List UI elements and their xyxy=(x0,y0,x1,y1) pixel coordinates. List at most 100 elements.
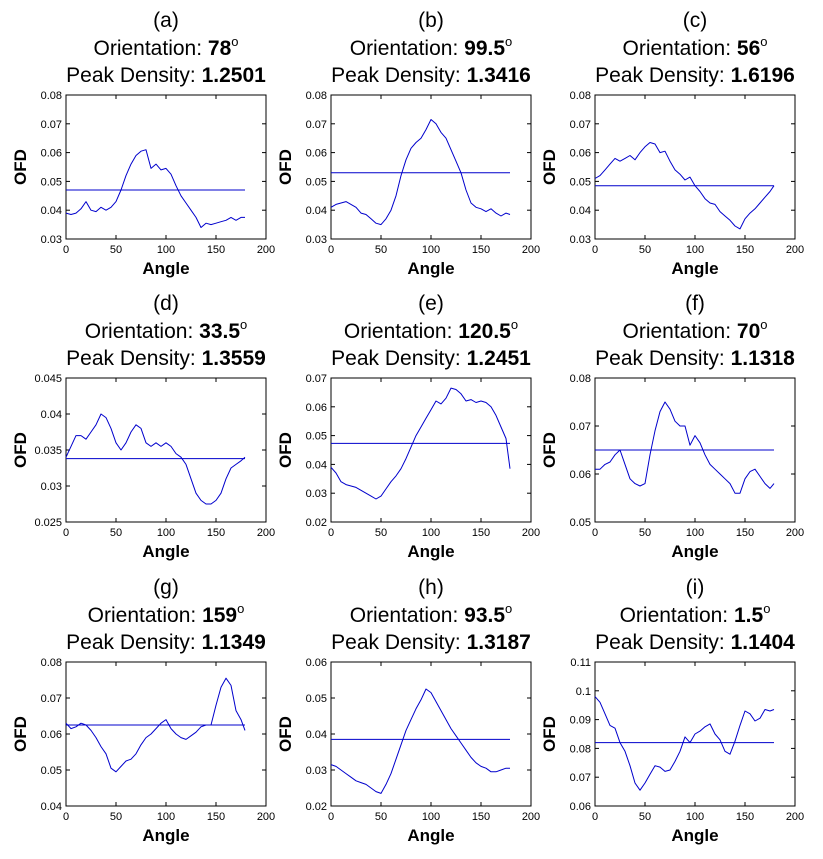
plot-frame xyxy=(330,661,532,807)
x-tick-label: 100 xyxy=(686,244,704,256)
x-tick-label: 0 xyxy=(63,527,69,539)
peak-density-title: Peak Density: 1.1404 xyxy=(595,631,795,654)
y-tick-label: 0.09 xyxy=(570,715,591,727)
x-tick-label: 100 xyxy=(686,811,704,823)
subplot-label: (g) xyxy=(153,576,179,599)
orientation-title: Orientation: 93.5o xyxy=(350,601,513,627)
y-tick-label: 0.02 xyxy=(306,801,327,813)
orientation-caption: Orientation: xyxy=(623,320,737,343)
peak-density-title: Peak Density: 1.6196 xyxy=(595,64,795,87)
subplot-label: (c) xyxy=(683,9,708,32)
orientation-caption: Orientation: xyxy=(350,37,464,60)
y-tick-label: 0.03 xyxy=(41,481,62,493)
y-tick-label: 0.08 xyxy=(570,373,591,385)
y-axis-label: OFD xyxy=(11,716,30,752)
peak-density-caption: Peak Density: xyxy=(595,64,730,87)
x-axis-label: Angle xyxy=(407,826,454,845)
x-tick-label: 100 xyxy=(686,527,704,539)
x-tick-label: 100 xyxy=(157,244,175,256)
x-tick-label: 50 xyxy=(375,527,387,539)
y-tick-label: 0.05 xyxy=(306,176,327,188)
y-axis-label: OFD xyxy=(540,716,559,752)
orientation-title: Orientation: 120.5o xyxy=(344,317,518,343)
subplot-i: (i) Orientation: 1.5o Peak Density: 1.1404… xyxy=(540,576,804,845)
x-tick-label: 150 xyxy=(472,811,490,823)
ofd-series-line xyxy=(330,119,511,226)
plot-frame xyxy=(65,661,267,807)
x-tick-label: 50 xyxy=(110,527,122,539)
degree-mark: o xyxy=(505,601,512,616)
orientation-caption: Orientation: xyxy=(85,320,199,343)
plot-frame xyxy=(65,94,267,240)
y-tick-label: 0.07 xyxy=(570,119,591,131)
x-tick-label: 0 xyxy=(328,811,334,823)
subplot-label: (b) xyxy=(418,9,444,32)
peak-density-caption: Peak Density: xyxy=(595,347,730,370)
x-tick-label: 150 xyxy=(472,244,490,256)
x-axis-label: Angle xyxy=(407,542,454,561)
y-tick-label: 0.08 xyxy=(41,657,62,669)
peak-density-title: Peak Density: 1.2451 xyxy=(331,347,531,370)
x-tick-label: 150 xyxy=(736,244,754,256)
x-tick-label: 0 xyxy=(63,244,69,256)
orientation-value: 56 xyxy=(737,37,760,60)
x-axis-label: Angle xyxy=(671,826,718,845)
subplot-label: (i) xyxy=(686,576,705,599)
y-tick-label: 0.06 xyxy=(41,729,62,741)
x-tick-label: 50 xyxy=(639,811,651,823)
orientation-title: Orientation: 1.5o xyxy=(620,601,771,627)
orientation-title: Orientation: 33.5o xyxy=(85,317,248,343)
y-tick-label: 0.05 xyxy=(570,517,591,529)
orientation-caption: Orientation: xyxy=(623,37,737,60)
y-tick-label: 0.06 xyxy=(306,657,327,669)
peak-density-value: 1.1349 xyxy=(202,631,266,654)
x-tick-label: 50 xyxy=(639,244,651,256)
peak-density-title: Peak Density: 1.3416 xyxy=(331,64,531,87)
x-tick-label: 150 xyxy=(207,527,225,539)
x-tick-label: 100 xyxy=(422,244,440,256)
y-tick-label: 0.04 xyxy=(41,205,62,217)
y-tick-label: 0.06 xyxy=(570,148,591,160)
y-tick-label: 0.03 xyxy=(41,234,62,246)
subplot-label: (h) xyxy=(418,576,444,599)
x-tick-label: 0 xyxy=(328,244,334,256)
x-axis-label: Angle xyxy=(142,826,189,845)
ofd-series-line xyxy=(330,387,511,500)
x-tick-label: 50 xyxy=(110,811,122,823)
y-tick-label: 0.08 xyxy=(570,743,591,755)
x-tick-label: 200 xyxy=(522,811,540,823)
y-tick-label: 0.04 xyxy=(306,459,327,471)
orientation-value: 78 xyxy=(208,37,232,60)
subplot-label: (f) xyxy=(685,292,705,315)
y-axis-label: OFD xyxy=(11,432,30,468)
x-tick-label: 150 xyxy=(736,811,754,823)
x-tick-label: 100 xyxy=(157,811,175,823)
x-tick-label: 200 xyxy=(522,527,540,539)
degree-mark: o xyxy=(763,601,770,616)
peak-density-caption: Peak Density: xyxy=(66,631,201,654)
orientation-value: 159 xyxy=(202,604,237,627)
plot-frame xyxy=(330,94,532,240)
y-tick-label: 0.07 xyxy=(41,693,62,705)
orientation-title: Orientation: 78o xyxy=(94,34,239,60)
peak-density-value: 1.3416 xyxy=(467,64,531,87)
y-tick-label: 0.07 xyxy=(306,119,327,131)
y-tick-label: 0.05 xyxy=(41,765,62,777)
y-tick-label: 0.05 xyxy=(570,176,591,188)
x-tick-label: 150 xyxy=(207,244,225,256)
y-tick-label: 0.035 xyxy=(34,445,62,457)
peak-density-caption: Peak Density: xyxy=(331,64,466,87)
x-tick-label: 200 xyxy=(257,527,275,539)
orientation-caption: Orientation: xyxy=(94,37,208,60)
y-axis-label: OFD xyxy=(276,149,295,185)
x-tick-label: 0 xyxy=(592,811,598,823)
y-tick-label: 0.11 xyxy=(570,657,591,669)
ofd-series-line xyxy=(330,688,510,794)
degree-mark: o xyxy=(231,34,238,49)
